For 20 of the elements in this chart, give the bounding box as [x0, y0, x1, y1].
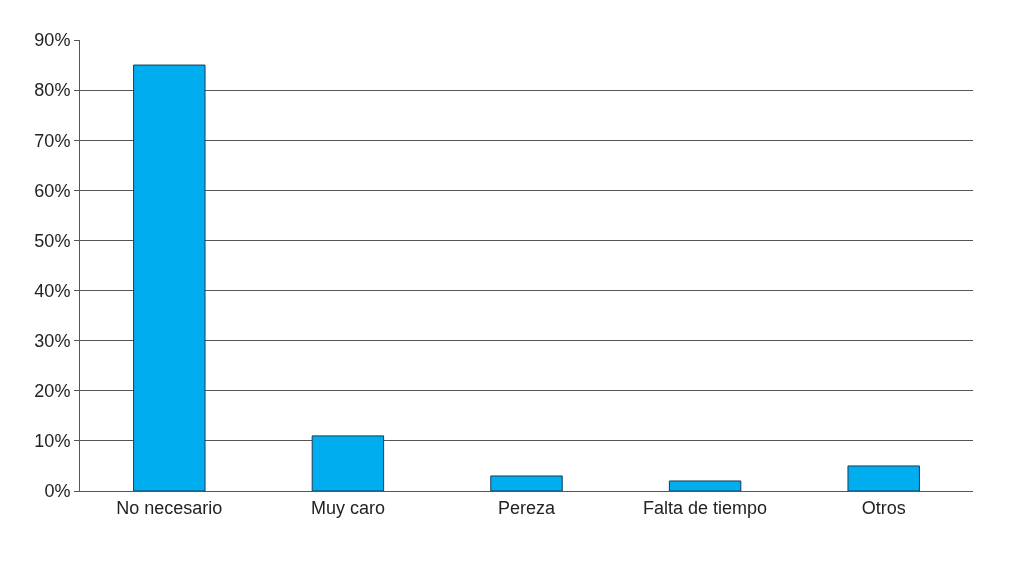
y-tick-label: 0% — [44, 481, 71, 502]
bar — [490, 475, 563, 491]
bar — [668, 480, 742, 491]
y-tick-label: 30% — [34, 330, 71, 351]
y-tick-label: 90% — [34, 30, 71, 51]
x-tick-label: Falta de tiempo — [643, 497, 768, 518]
y-tick-label: 80% — [34, 80, 71, 101]
y-tick-label: 20% — [34, 381, 71, 402]
bar — [847, 465, 920, 491]
x-tick-label: Otros — [861, 497, 906, 518]
y-tick-label: 50% — [34, 230, 71, 251]
bar — [133, 64, 206, 491]
y-tick-label: 40% — [34, 280, 71, 301]
x-tick-label: No necesario — [116, 497, 223, 518]
y-tick-label: 70% — [34, 130, 71, 151]
bar — [311, 435, 385, 491]
x-tick-label: Pereza — [497, 497, 556, 518]
y-tick-label: 60% — [34, 180, 71, 201]
y-tick-label: 10% — [34, 431, 71, 452]
x-tick-label: Muy caro — [310, 497, 385, 518]
